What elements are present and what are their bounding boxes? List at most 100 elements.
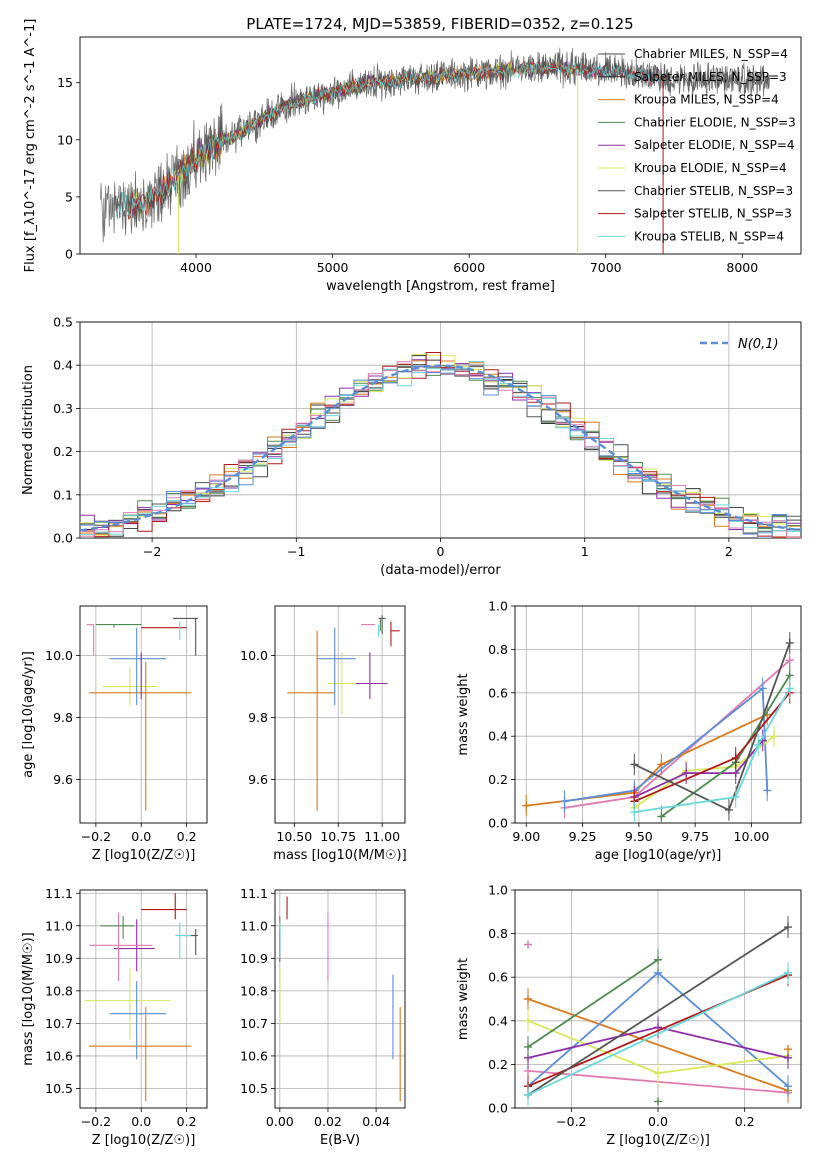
series-line xyxy=(564,686,769,803)
errorbar-point xyxy=(95,624,142,628)
y-tick-label: 9.6 xyxy=(53,772,73,787)
x-tick-label: 0.0 xyxy=(131,1114,151,1129)
y-tick-label: 0.4 xyxy=(488,1013,508,1028)
y-tick-label: 10 xyxy=(57,132,73,147)
y-tick-label: 1.0 xyxy=(488,599,508,614)
y-tick-label: 10.8 xyxy=(240,983,268,998)
spectrum-series-line xyxy=(127,61,578,222)
axes-frame xyxy=(79,889,208,1109)
series-line xyxy=(527,998,789,1092)
legend-entry: Chabrier MILES, N_SSP=4 xyxy=(634,47,788,61)
y-tick-label: 11.1 xyxy=(45,886,73,901)
axes-frame xyxy=(274,889,406,1109)
x-axis-label: Z [log10(Z/Z☉)] xyxy=(92,848,196,863)
y-tick-label: 0 xyxy=(65,247,73,262)
panel-residuals: −2 −1 0 1 2 0.0 0.1 0.2 0.3 0.4 0.5 (data-model)/er… xyxy=(21,315,802,578)
y-tick-label: 0.2 xyxy=(488,1057,508,1072)
y-tick-label: 0.8 xyxy=(488,642,508,657)
y-tick-label: 9.8 xyxy=(53,710,73,725)
histogram-step xyxy=(80,364,801,538)
x-tick-label: 0.2 xyxy=(177,1114,197,1129)
y-axis-label: mass [log10(M/M☉)] xyxy=(21,932,36,1065)
axes-frame xyxy=(79,321,802,539)
errorbar-point xyxy=(327,652,360,715)
y-tick-label: 15 xyxy=(57,75,73,90)
errorbar-point xyxy=(317,627,356,706)
spectrum-series-line xyxy=(113,60,661,219)
y-tick-label: 0.2 xyxy=(488,772,508,787)
x-tick-label: 1 xyxy=(581,544,589,559)
histogram-step xyxy=(80,365,801,538)
y-axis-label: mass weight xyxy=(456,958,471,1040)
x-axis-label: mass [log10(M/M☉)] xyxy=(273,848,406,863)
data-point-marker xyxy=(524,940,532,949)
y-tick-label: 9.8 xyxy=(248,710,268,725)
x-tick-label: 9.25 xyxy=(569,829,597,844)
legend-entry: N(0,1) xyxy=(738,337,779,352)
y-tick-label: 10.0 xyxy=(45,648,73,663)
y-tick-label: 10.5 xyxy=(45,1081,73,1096)
legend-entry: Kroupa STELIB, N_SSP=4 xyxy=(634,229,784,243)
y-tick-label: 0.1 xyxy=(53,487,73,502)
histogram-step xyxy=(80,352,801,538)
series xyxy=(630,677,794,823)
x-axis-label: wavelength [Angstrom, rest frame] xyxy=(326,279,555,294)
x-tick-label: −2 xyxy=(143,544,161,559)
errorbar-point xyxy=(89,1007,192,1102)
series xyxy=(630,632,794,821)
errorbar-point xyxy=(84,968,171,1040)
y-tick-label: 10.8 xyxy=(45,983,73,998)
x-tick-label: 11.00 xyxy=(364,829,400,844)
x-tick-label: 2 xyxy=(725,544,733,559)
x-tick-label: 0.2 xyxy=(735,1114,755,1129)
series-line xyxy=(634,688,791,813)
x-axis-label: E(B-V) xyxy=(320,1133,360,1148)
errorbar-point xyxy=(109,627,167,706)
panel-age_vs_Z: −0.2 0.0 0.2 9.6 9.8 10.0 Z [log10(Z/Z☉)] age [… xyxy=(21,605,208,863)
panel-spectrum: 4000 5000 6000 7000 8000 0 5 10 15 wavelength [An… xyxy=(23,19,802,294)
series xyxy=(524,961,792,1106)
series xyxy=(524,948,662,1058)
legend-entry: Kroupa ELODIE, N_SSP=4 xyxy=(634,161,787,175)
x-tick-label: 5000 xyxy=(317,260,349,275)
y-tick-label: 10.7 xyxy=(45,1016,73,1031)
x-axis-label: age [log10(age/yr)] xyxy=(595,848,722,863)
axes-frame xyxy=(514,605,802,824)
series-line xyxy=(527,959,659,1048)
x-tick-label: 9.50 xyxy=(625,829,653,844)
panel-massweight_vs_Z: −0.2 0.0 0.2 0.0 0.2 0.4 0.6 0.8 1.0 Z [log10(Z/Z… xyxy=(456,883,802,1148)
y-tick-label: 10.9 xyxy=(240,951,268,966)
errorbar-point xyxy=(89,912,153,982)
plot-area xyxy=(279,896,401,1102)
y-tick-label: 0.5 xyxy=(53,315,73,330)
y-axis-label: Normed distribution xyxy=(21,365,36,495)
errorbar-point xyxy=(89,661,192,811)
plot-area xyxy=(287,615,400,811)
errorbar-point xyxy=(141,893,187,920)
y-tick-label: 10.6 xyxy=(240,1048,268,1063)
data-point-marker xyxy=(654,1097,662,1106)
x-tick-label: 0.04 xyxy=(362,1114,390,1129)
x-tick-label: 0.0 xyxy=(131,829,151,844)
y-tick-label: 0.0 xyxy=(488,1101,508,1116)
figure-title: PLATE=1724, MJD=53859, FIBERID=0352, z=0… xyxy=(246,15,633,33)
y-tick-label: 11.1 xyxy=(240,886,268,901)
x-tick-label: 10.50 xyxy=(276,829,312,844)
errorbar-point xyxy=(390,621,400,647)
x-tick-label: 4000 xyxy=(180,260,212,275)
y-tick-label: 0.0 xyxy=(53,531,73,546)
x-tick-label: 10.75 xyxy=(320,829,356,844)
x-tick-label: 0.0 xyxy=(648,1114,668,1129)
errorbar-point xyxy=(86,624,95,656)
plot-area xyxy=(84,893,198,1102)
panel-massweight_vs_age: 9.00 9.25 9.50 9.75 10.00 0.0 0.2 0.4 0.6 0.8 1.0 a… xyxy=(456,599,802,863)
y-tick-label: 0.4 xyxy=(488,729,508,744)
errorbar-point xyxy=(355,652,388,699)
x-tick-label: 10.00 xyxy=(734,829,770,844)
errorbar-point xyxy=(287,630,335,811)
errorbar-point xyxy=(100,916,135,939)
y-tick-label: 10.5 xyxy=(240,1081,268,1096)
x-axis-label: Z [log10(Z/Z☉)] xyxy=(92,1133,196,1148)
x-tick-label: 6000 xyxy=(453,260,485,275)
